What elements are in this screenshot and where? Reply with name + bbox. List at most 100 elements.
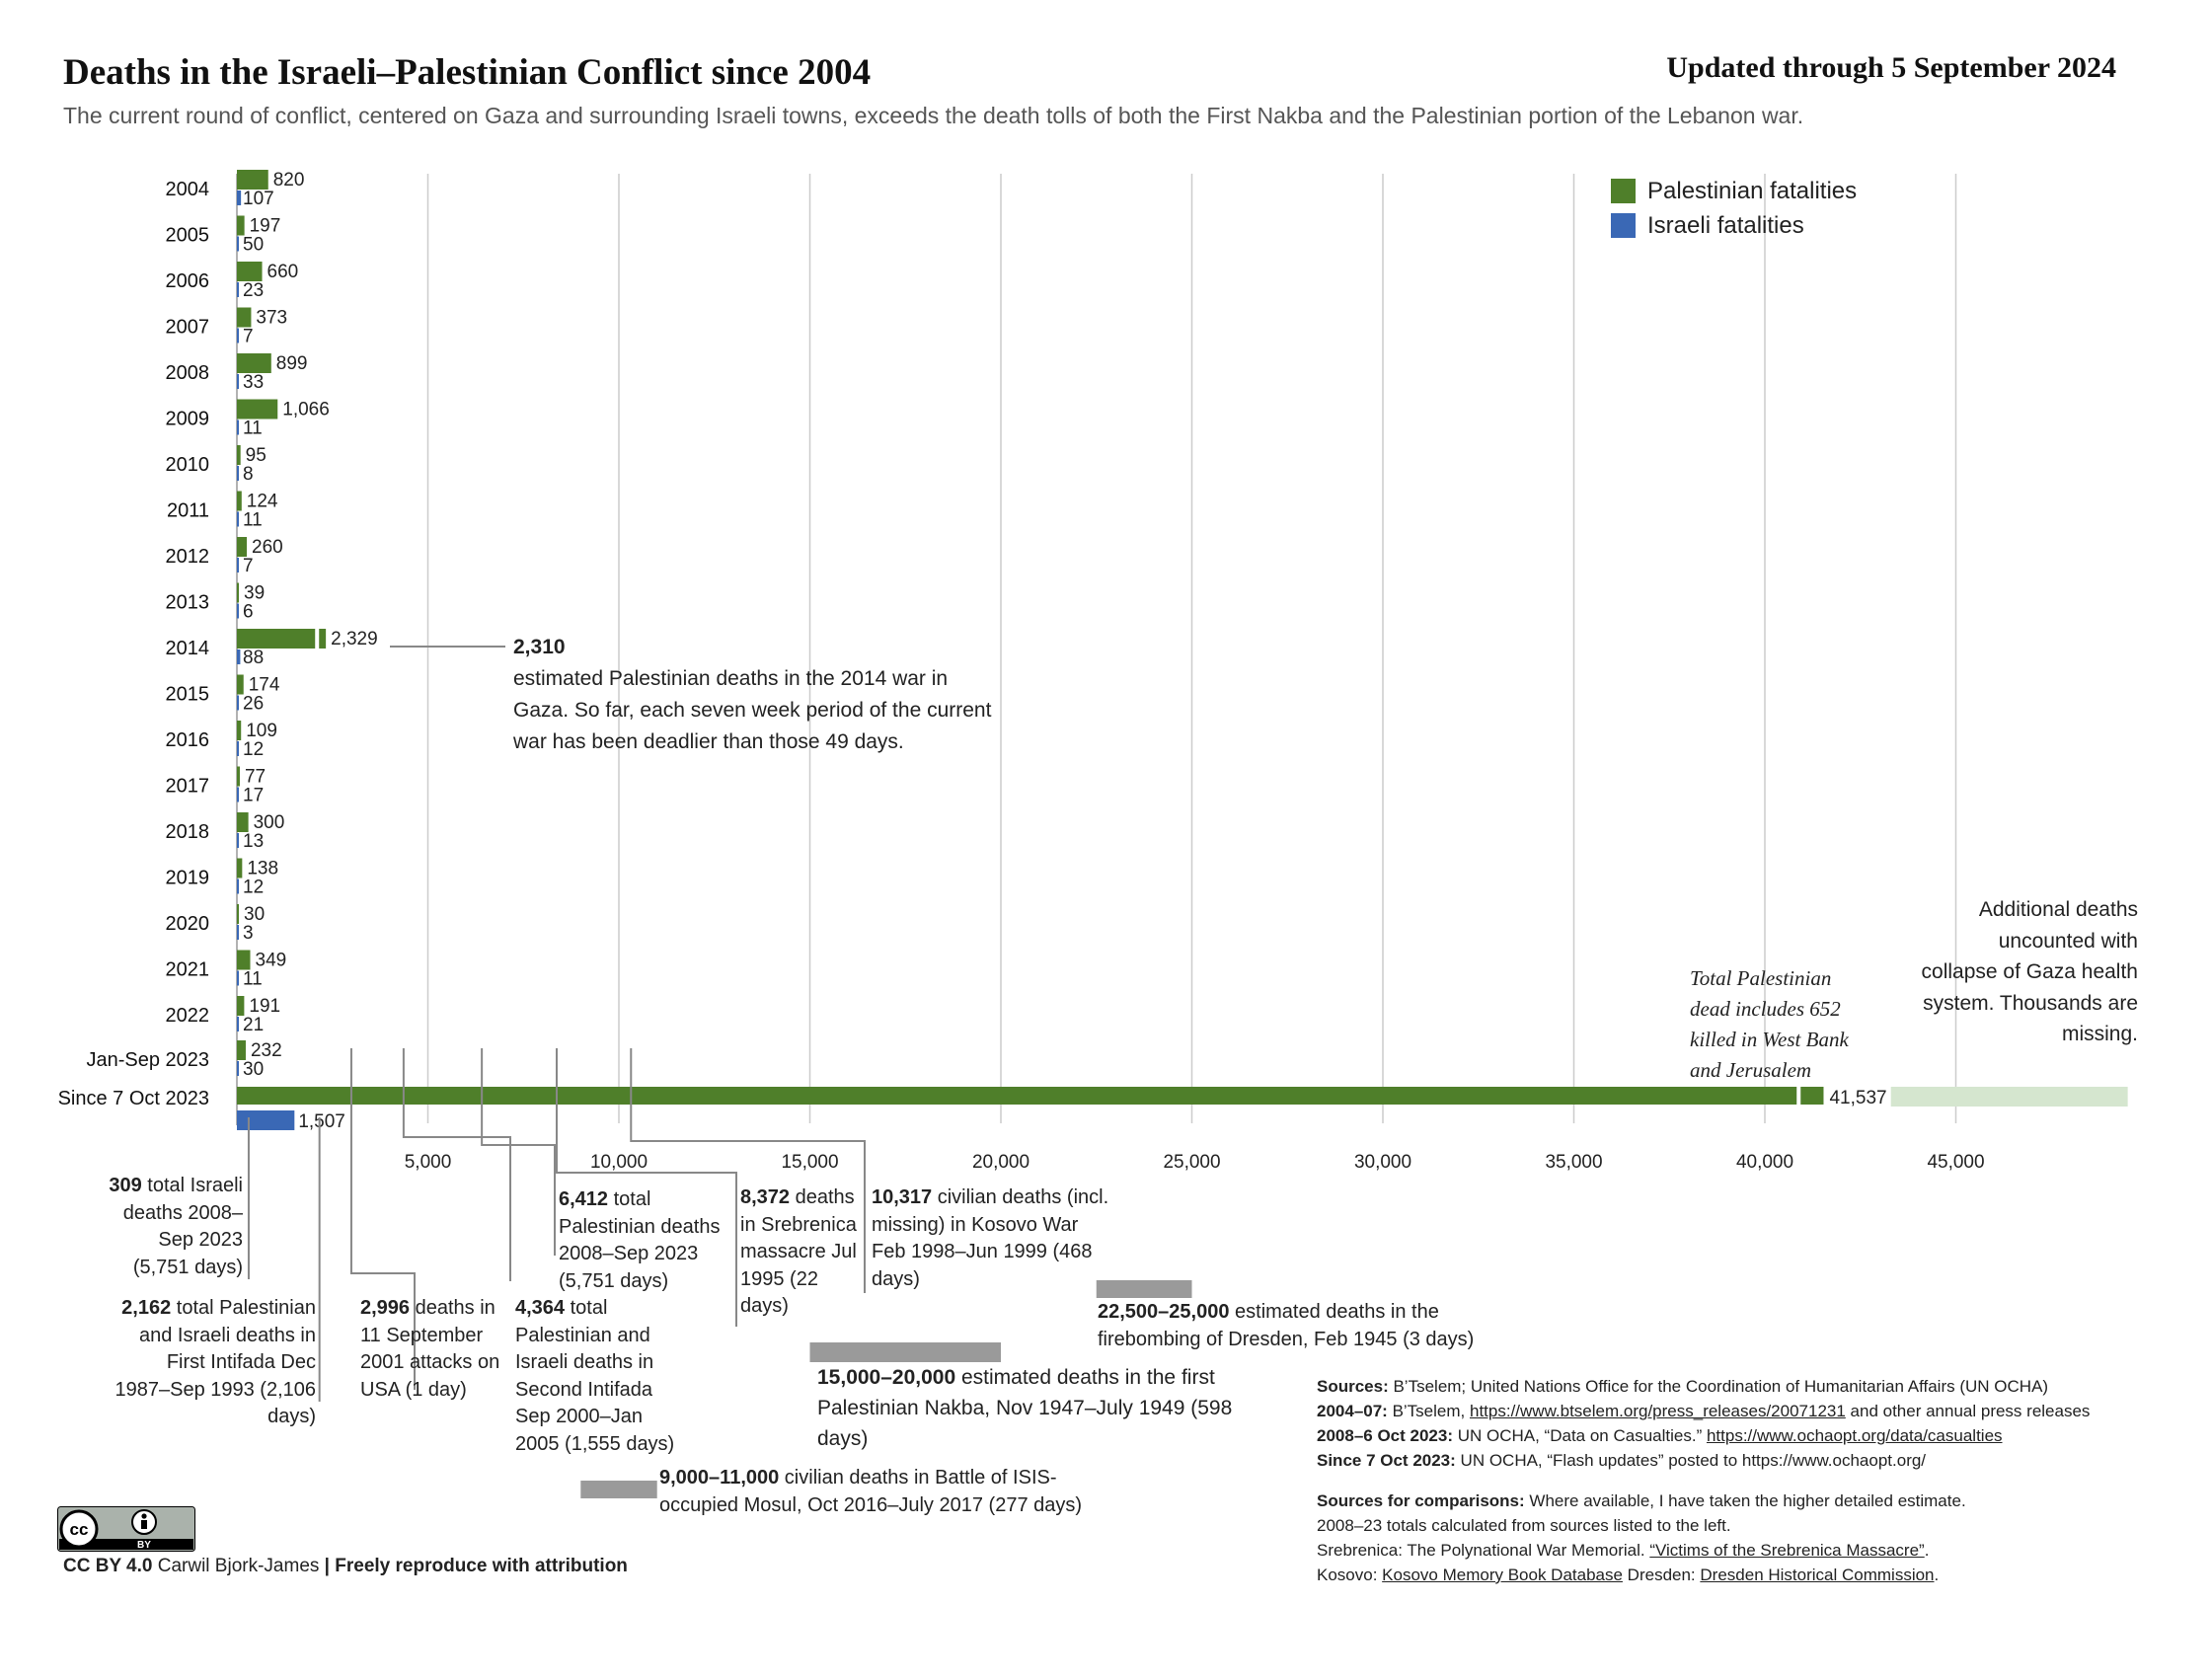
category-label: Since 7 Oct 2023 xyxy=(58,1088,209,1109)
israeli-data-label: 7 xyxy=(243,327,254,347)
annotation-srebrenica-text: deaths in Srebrenica massacre Jul 1995 (… xyxy=(740,1186,857,1317)
annotation-israeli-total-text: total Israeli deaths 2008–Sep 2023 (5,75… xyxy=(122,1175,243,1278)
x-tick-label: 15,000 xyxy=(781,1152,838,1173)
israeli-bar xyxy=(237,970,239,986)
source-link-btselem[interactable]: https://www.btselem.org/press_releases/2… xyxy=(1469,1402,1846,1420)
israeli-data-label: 6 xyxy=(243,602,254,623)
palestinian-bar xyxy=(237,262,263,281)
annotation-srebrenica: 8,372 deaths in Srebrenica massacre Jul … xyxy=(740,1184,864,1321)
palestinian-data-label: 2,329 xyxy=(331,629,378,649)
annotation-srebrenica-value: 8,372 xyxy=(740,1186,791,1208)
source-link-ocha[interactable]: https://www.ochaopt.org/data/casualties xyxy=(1706,1426,2003,1445)
annotation-kosovo-value: 10,317 xyxy=(872,1186,933,1208)
reference-line xyxy=(630,1048,866,1293)
palestinian-bar xyxy=(237,582,239,603)
israeli-bar xyxy=(237,695,239,711)
category-label: 2019 xyxy=(166,868,210,889)
comparison-bar xyxy=(1096,1280,1192,1298)
annotation-palestinian-total: 6,412 total Palestinian deaths 2008–Sep … xyxy=(559,1186,731,1295)
source-text: . xyxy=(1934,1565,1940,1584)
comparison-bar xyxy=(580,1481,657,1498)
category-label: 2010 xyxy=(166,454,210,476)
source-label: 2008–6 Oct 2023: xyxy=(1317,1426,1453,1445)
category-label: 2011 xyxy=(167,500,209,522)
updated-note: Updated through 5 September 2024 xyxy=(1666,51,2116,84)
palestinian-data-label: 899 xyxy=(276,353,308,374)
annotation-kosovo-text: civilian deaths (incl. missing) in Kosov… xyxy=(872,1186,1109,1290)
credit-note: Freely reproduce with attribution xyxy=(335,1556,628,1576)
category-label: 2016 xyxy=(166,729,210,751)
palestinian-data-label: 232 xyxy=(251,1040,282,1061)
reference-line xyxy=(481,1048,556,1256)
palestinian-data-label: 191 xyxy=(249,996,280,1017)
source-line-comparisons: Sources for comparisons: Where available… xyxy=(1317,1489,2146,1513)
source-label: Since 7 Oct 2023: xyxy=(1317,1451,1456,1470)
credit-author: Carwil Bjork-James xyxy=(152,1556,320,1576)
comparison-bar xyxy=(809,1342,1001,1362)
israeli-data-label: 17 xyxy=(243,786,264,806)
palestinian-data-label: 1,066 xyxy=(282,400,330,420)
palestinian-bar xyxy=(237,950,251,970)
israeli-bar xyxy=(237,282,239,297)
x-tick-label: 35,000 xyxy=(1545,1152,1602,1173)
palestinian-data-label: 124 xyxy=(247,492,278,512)
palestinian-data-label: 197 xyxy=(250,216,281,237)
legend-item-palestinian: Palestinian fatalities xyxy=(1611,174,1857,208)
israeli-bar xyxy=(237,374,239,389)
palestinian-data-label: 260 xyxy=(252,537,283,558)
annotation-palestinian-total-value: 6,412 xyxy=(559,1188,609,1210)
annotation-mosul-text: civilian deaths in Battle of ISIS-occupi… xyxy=(659,1467,1083,1516)
israeli-data-label: 1,507 xyxy=(298,1111,345,1132)
palestinian-bar xyxy=(237,858,243,878)
annotation-second-intifada-value: 4,364 xyxy=(515,1297,566,1319)
palestinian-data-label: 373 xyxy=(256,308,287,329)
annotation-dresden-value: 22,500–25,000 xyxy=(1098,1301,1230,1323)
israeli-data-label: 12 xyxy=(243,739,264,760)
legend-label-israeli: Israeli fatalities xyxy=(1647,211,1804,239)
source-link-kosovo[interactable]: Kosovo Memory Book Database xyxy=(1382,1565,1623,1584)
israeli-bar xyxy=(237,925,239,940)
source-link-srebrenica[interactable]: “Victims of the Srebrenica Massacre” xyxy=(1649,1541,1925,1560)
source-text: B’Tselem; United Nations Office for the … xyxy=(1388,1377,2049,1396)
source-text: Dresden: xyxy=(1622,1565,1701,1584)
annotation-nakba-value: 15,000–20,000 xyxy=(817,1366,956,1389)
palestinian-bar xyxy=(237,1087,1797,1105)
source-text: Srebrenica: The Polynational War Memoria… xyxy=(1317,1541,1650,1560)
palestinian-bar xyxy=(237,170,268,190)
israeli-data-label: 26 xyxy=(243,694,264,715)
reference-line xyxy=(349,1048,416,1390)
annotation-nakba: 15,000–20,000 estimated deaths in the fi… xyxy=(817,1362,1252,1454)
palestinian-data-label: 77 xyxy=(245,767,266,788)
annotation-first-intifada-value: 2,162 xyxy=(121,1297,172,1319)
israeli-bar xyxy=(237,1110,295,1130)
israeli-bar xyxy=(237,558,239,573)
x-tick-label: 30,000 xyxy=(1354,1152,1411,1173)
annotation-sept11: 2,996 deaths in 11 September 2001 attack… xyxy=(360,1295,508,1404)
annotation-2014-text: estimated Palestinian deaths in the 2014… xyxy=(513,667,992,753)
palestinian-data-label: 174 xyxy=(249,675,280,696)
source-line-2008: 2008–6 Oct 2023: UN OCHA, “Data on Casua… xyxy=(1317,1423,2146,1448)
category-label: 2012 xyxy=(166,546,210,568)
credit-separator: | xyxy=(319,1556,336,1576)
source-label: Sources: xyxy=(1317,1377,1389,1396)
israeli-bar xyxy=(237,236,239,252)
credit-line: CC BY 4.0 Carwil Bjork-James | Freely re… xyxy=(63,1556,628,1577)
israeli-data-label: 30 xyxy=(243,1059,264,1080)
source-text: . xyxy=(1924,1541,1930,1560)
annotation-sept11-text: deaths in 11 September 2001 attacks on U… xyxy=(360,1297,500,1401)
annotation-uncounted-text: Additional deaths uncounted with collaps… xyxy=(1921,898,2138,1045)
source-text: UN OCHA, “Data on Casualties.” xyxy=(1453,1426,1707,1445)
palestinian-data-label: 300 xyxy=(254,812,285,833)
israeli-bar xyxy=(237,603,239,619)
category-label: 2021 xyxy=(166,959,210,981)
chart-title: Deaths in the Israeli–Palestinian Confli… xyxy=(63,52,872,93)
category-label: 2007 xyxy=(166,317,210,339)
source-text: and other annual press releases xyxy=(1845,1402,2091,1420)
annotation-kosovo: 10,317 civilian deaths (incl. missing) i… xyxy=(872,1184,1113,1293)
israeli-bar xyxy=(237,878,239,894)
israeli-bar xyxy=(237,833,239,848)
source-link-dresden[interactable]: Dresden Historical Commission xyxy=(1700,1565,1935,1584)
category-label: 2017 xyxy=(166,776,210,798)
annotation-dresden: 22,500–25,000 estimated deaths in the fi… xyxy=(1098,1299,1492,1353)
source-line-totals: 2008–23 totals calculated from sources l… xyxy=(1317,1516,1731,1535)
